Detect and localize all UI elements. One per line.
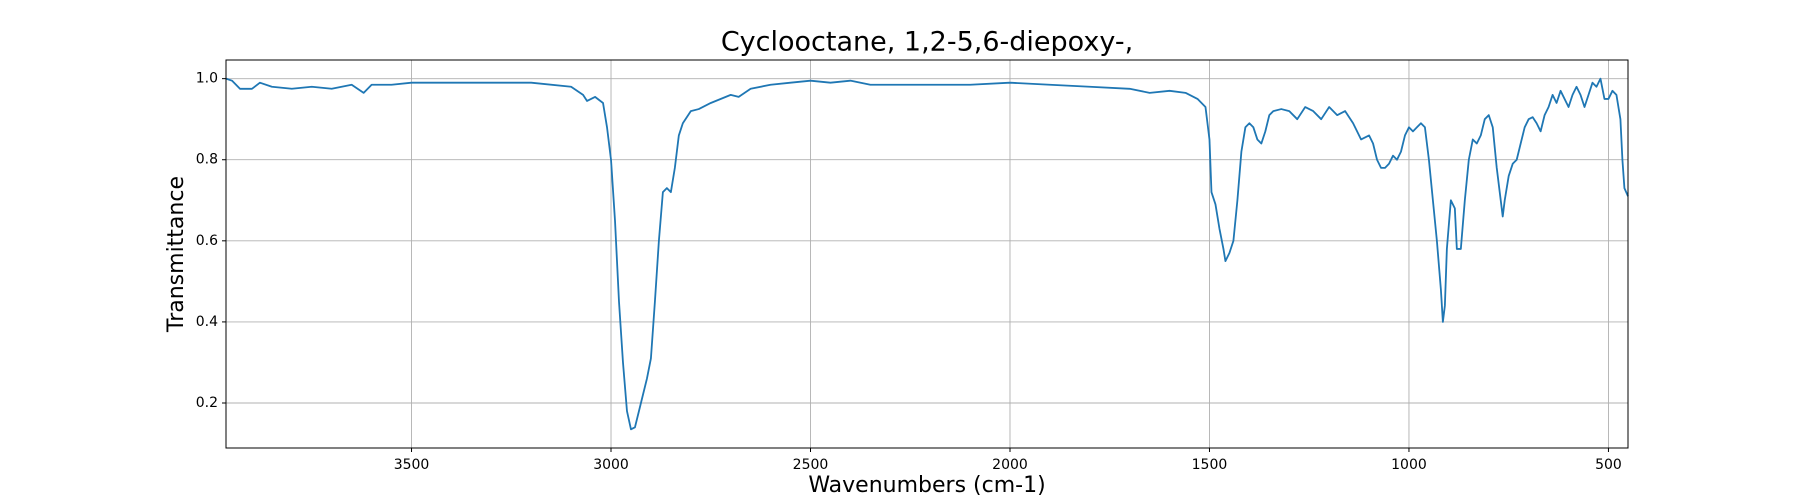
y-axis-label: Transmittance	[164, 176, 189, 333]
ticks: 3500 3000 2500 2000 1500 1000 500 0.2 0.4 0.6 0.8 1…	[196, 71, 1622, 473]
x-axis-label: Wavenumbers (cm-1)	[808, 473, 1045, 498]
x-tick-label: 1000	[1391, 457, 1427, 473]
y-tick-label: 0.2	[196, 395, 218, 411]
axes-frame	[225, 59, 1629, 449]
chart-title: Cyclooctane, 1,2-5,6-diepoxy-,	[721, 27, 1133, 58]
x-tick-label: 3000	[593, 457, 629, 473]
y-tick-label: 0.8	[196, 152, 218, 168]
y-tick-label: 1.0	[196, 71, 218, 87]
y-tick-label: 0.4	[196, 314, 218, 330]
x-tick-label: 3500	[394, 457, 430, 473]
y-tick-label: 0.6	[196, 233, 218, 249]
x-tick-label: 2000	[992, 457, 1028, 473]
grid	[226, 60, 1628, 448]
x-tick-label: 1500	[1192, 457, 1228, 473]
x-tick-label: 2500	[793, 457, 829, 473]
x-tick-label: 500	[1595, 457, 1622, 473]
plot-area	[225, 77, 1629, 431]
spectrum-line	[225, 77, 1629, 431]
